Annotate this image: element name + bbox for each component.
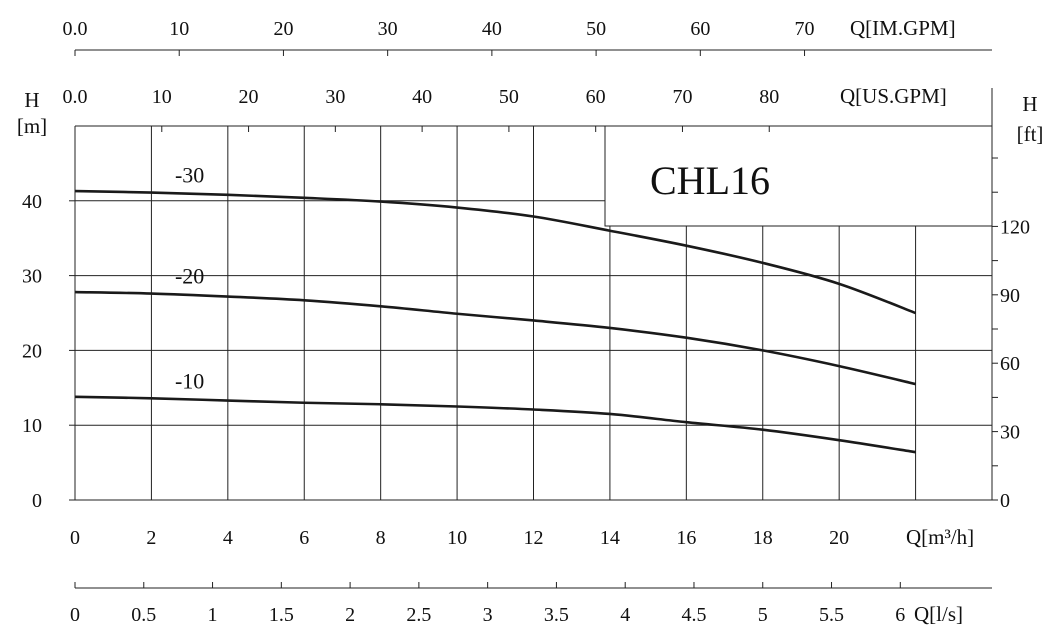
- us-gpm-tick-label: 60: [586, 86, 606, 108]
- y-right-tick-label: 0: [1000, 490, 1010, 512]
- us-gpm-tick-label: 10: [152, 86, 172, 108]
- x-tick-label: 10: [447, 527, 467, 549]
- lps-tick-label: 5: [758, 604, 768, 626]
- y-left-tick-label: 0: [32, 490, 42, 512]
- x-tick-label: 4: [223, 527, 233, 549]
- im-gpm-tick-label: 50: [586, 18, 606, 40]
- x-axis-title: Q[m³/h]: [906, 525, 974, 549]
- performance-curve: [74, 395, 916, 454]
- x-tick-label: 8: [376, 527, 386, 549]
- y-right-tick-label: 30: [1000, 422, 1020, 444]
- im-gpm-tick-label: 30: [378, 18, 398, 40]
- im-gpm-tick-label: 10: [169, 18, 189, 40]
- lps-tick-label: 0: [70, 604, 80, 626]
- y-left-tick-label: 10: [22, 415, 42, 437]
- y-left-tick-label: 20: [22, 340, 42, 362]
- us-gpm-tick-label: 40: [412, 86, 432, 108]
- lps-tick-label: 0.5: [131, 604, 156, 626]
- lps-tick-label: 1.5: [269, 604, 294, 626]
- us-gpm-tick-label: 20: [239, 86, 259, 108]
- us-gpm-tick-label: 50: [499, 86, 519, 108]
- im-gpm-tick-label: 20: [273, 18, 293, 40]
- lps-tick-label: 4.5: [681, 604, 706, 626]
- curve-label: -20: [175, 264, 204, 289]
- lps-tick-label: 1: [208, 604, 218, 626]
- x-tick-label: 2: [146, 527, 156, 549]
- us-gpm-tick-label: 30: [325, 86, 345, 108]
- lps-tick-label: 2: [345, 604, 355, 626]
- x-tick-label: 12: [524, 527, 544, 549]
- x-tick-label: 6: [299, 527, 309, 549]
- us-gpm-tick-label: 0.0: [63, 86, 88, 108]
- im-gpm-tick-label: 70: [795, 18, 815, 40]
- im-gpm-tick-label: 60: [690, 18, 710, 40]
- lps-tick-label: 3: [483, 604, 493, 626]
- x-tick-label: 18: [753, 527, 773, 549]
- model-title: CHL16: [650, 158, 770, 203]
- x-tick-label: 16: [676, 527, 696, 549]
- curve-label: -10: [175, 368, 204, 393]
- lps-tick-label: 2.5: [406, 604, 431, 626]
- us-gpm-tick-label: 80: [759, 86, 779, 108]
- y-right-axis-title-unit: [ft]: [1017, 122, 1044, 146]
- y-left-tick-label: 30: [22, 266, 42, 288]
- x-tick-label: 0: [70, 527, 80, 549]
- y-right-tick-label: 60: [1000, 353, 1020, 375]
- axis-layer: [69, 49, 998, 589]
- performance-curve: [74, 189, 917, 315]
- x-tick-label: 20: [829, 527, 849, 549]
- y-right-tick-label: 90: [1000, 285, 1020, 307]
- us-gpm-axis-title: Q[US.GPM]: [840, 84, 947, 108]
- y-right-tick-label: 120: [1000, 216, 1030, 238]
- model-title-box: CHL16: [604, 125, 993, 227]
- y-left-tick-label: 40: [22, 191, 42, 213]
- us-gpm-tick-label: 70: [672, 86, 692, 108]
- im-gpm-tick-label: 0.0: [63, 18, 88, 40]
- x-tick-label: 14: [600, 527, 620, 549]
- lps-tick-label: 4: [620, 604, 630, 626]
- performance-curve: [74, 290, 916, 386]
- lps-tick-label: 5.5: [819, 604, 844, 626]
- y-right-axis-title-h: H: [1022, 92, 1037, 116]
- lps-tick-label: 3.5: [544, 604, 569, 626]
- lps-tick-label: 6: [895, 604, 905, 626]
- label-layer: 0 2 4 6 8 10 12 14 16 18 20 Q[m³/h]010203040H[m]030…: [17, 16, 1044, 626]
- curve-layer: [74, 189, 917, 454]
- lps-axis-title: Q[l/s]: [914, 602, 963, 626]
- im-gpm-tick-label: 40: [482, 18, 502, 40]
- curve-label: -30: [175, 163, 204, 188]
- y-left-axis-title-h: H: [24, 88, 39, 112]
- im-gpm-axis-title: Q[IM.GPM]: [850, 16, 956, 40]
- y-left-axis-title-unit: [m]: [17, 114, 47, 138]
